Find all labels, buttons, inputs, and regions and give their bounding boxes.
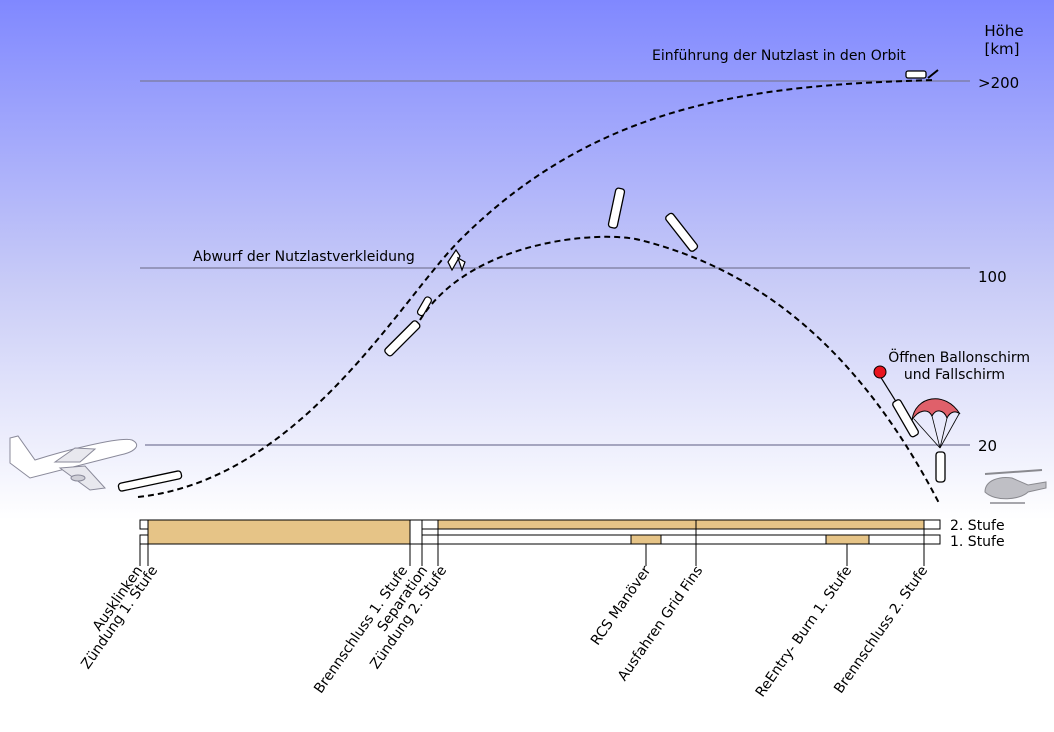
altitude-label-20: 20 [978, 437, 997, 455]
event-label-zuendung-1: Zündung 1. Stufe [78, 563, 161, 672]
descending-stage-icon [892, 399, 920, 438]
event-ticks [139, 520, 925, 566]
stage2-burn [437, 519, 925, 530]
parachute-annotation-line1: Öffnen Ballonschirm [888, 348, 1030, 366]
payload-icon [905, 69, 939, 79]
separation-gap [409, 519, 423, 545]
axis-title-line2: [km] [984, 40, 1019, 58]
fairing-icon [447, 248, 466, 272]
helicopter-icon [984, 469, 1047, 504]
first-stage-trajectory [419, 235, 941, 506]
stage2-coast [421, 519, 439, 530]
first-stage-coast-icon [607, 187, 699, 252]
altitude-label-100: 100 [978, 268, 1007, 286]
reentry-burn [825, 534, 870, 545]
axis-title-line1: Höhe [984, 22, 1023, 40]
altitude-label-200: >200 [978, 74, 1019, 92]
upper-stage-trajectory [137, 79, 936, 498]
stage2-label: 2. Stufe [950, 518, 1005, 534]
fairing-annotation: Abwurf der Nutzlastverkleidung [193, 249, 415, 265]
sky-background [0, 0, 1054, 520]
stage1-burn [147, 519, 411, 545]
altitude-lines [140, 80, 970, 446]
launch-vehicle-icon [117, 470, 183, 492]
carrier-airplane-icon [9, 435, 138, 491]
parachute-icon [911, 398, 961, 483]
ascending-rocket-icon [384, 296, 432, 357]
rcs-burn [630, 534, 662, 545]
stage-timeline [139, 519, 941, 545]
stage1-track [139, 534, 941, 545]
stage1-label: 1. Stufe [950, 534, 1005, 550]
orbit-annotation: Einführung der Nutzlast in den Orbit [652, 48, 906, 64]
parachute-annotation-line2: und Fallschirm [904, 367, 1005, 383]
